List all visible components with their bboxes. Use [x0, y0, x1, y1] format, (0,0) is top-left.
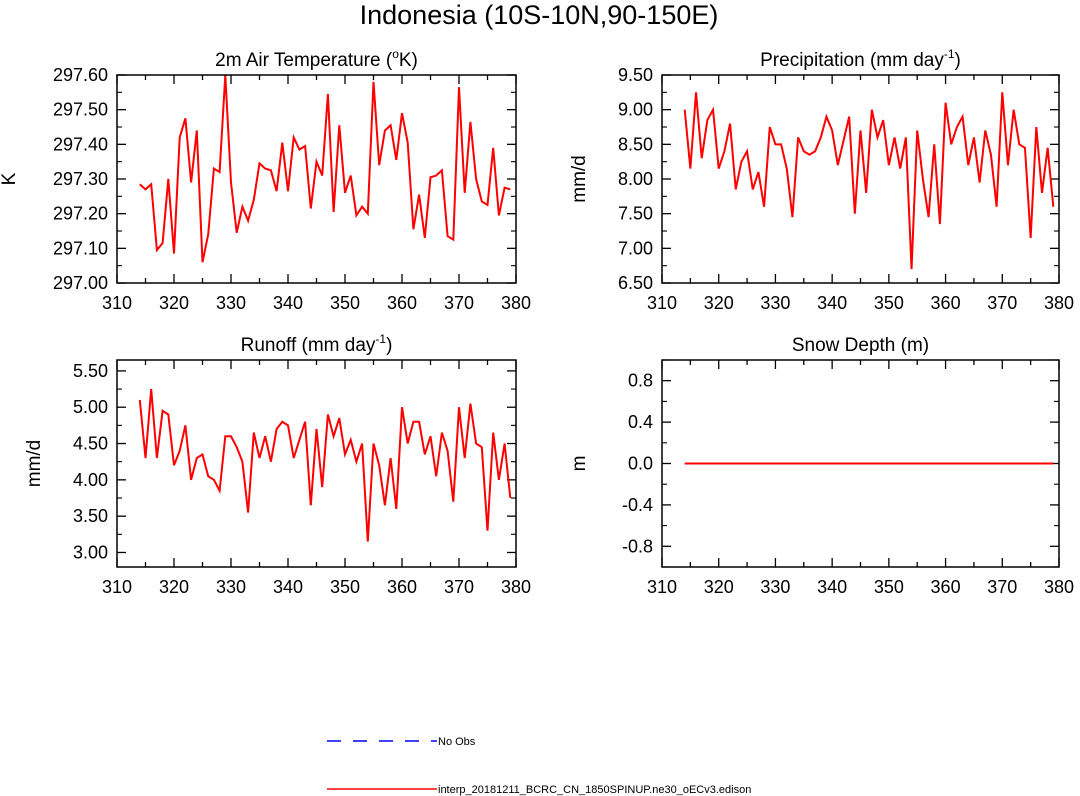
- snow-depth-xtick-label: 360: [931, 577, 961, 597]
- runoff-xtick-label: 380: [501, 577, 531, 597]
- air-temperature-ytick-label: 297.10: [53, 238, 108, 258]
- runoff-xtick-label: 310: [102, 577, 132, 597]
- precipitation-ytick-label: 8.50: [618, 134, 653, 154]
- snow-depth-ytick-label: -0.4: [622, 495, 653, 515]
- precipitation-ytick-label: 7.50: [618, 204, 653, 224]
- air-temperature-ytick-label: 297.50: [53, 100, 108, 120]
- air-temperature-ytick-label: 297.30: [53, 169, 108, 189]
- snow-depth-title: Snow Depth (m): [792, 335, 929, 356]
- panel-runoff: Runoff (mm day-1) mm/d 310 320 330 340 350 360 3…: [24, 332, 531, 597]
- precipitation-xtick-label: 310: [647, 293, 677, 313]
- legend-label-model-run: interp_20181211_BCRC_CN_1850SPINUP.ne30_…: [438, 784, 751, 796]
- runoff-ytick-label: 3.50: [73, 506, 108, 526]
- snow-depth-xtick-label: 320: [704, 577, 734, 597]
- snow-depth-xtick-label: 340: [817, 577, 847, 597]
- air-temperature-series-line: [139, 74, 511, 263]
- air-temperature-xtick-label: 380: [501, 293, 531, 313]
- legend-label-no-obs: No Obs: [438, 736, 476, 748]
- precipitation-ylabel: mm/d: [569, 155, 590, 203]
- precipitation-ytick-label: 9.50: [618, 65, 653, 85]
- snow-depth-ylabel: m: [569, 456, 590, 472]
- runoff-title: Runoff (mm day-1): [241, 332, 393, 356]
- runoff-xtick-label: 360: [387, 577, 417, 597]
- precipitation-xtick-label: 340: [817, 293, 847, 313]
- precipitation-title: Precipitation (mm day-1): [760, 47, 961, 71]
- snow-depth-xtick-label: 370: [987, 577, 1017, 597]
- snow-depth-ytick-label: 0.4: [628, 412, 653, 432]
- snow-depth-xtick-label: 380: [1044, 577, 1074, 597]
- snow-depth-xtick-label: 350: [874, 577, 904, 597]
- runoff-ytick-label: 3.00: [73, 542, 108, 562]
- snow-depth-xtick-label: 330: [760, 577, 790, 597]
- runoff-ylabel: mm/d: [24, 440, 45, 488]
- runoff-plot-frame: [116, 359, 517, 568]
- air-temperature-ytick-label: 297.20: [53, 204, 108, 224]
- panel-air-temperature: 2m Air Temperature (oK) K 310 320 330 340 350 3…: [0, 47, 531, 313]
- legend: No Obs interp_20181211_BCRC_CN_1850SPINU…: [327, 736, 751, 796]
- runoff-ytick-label: 5.00: [73, 397, 108, 417]
- panel-snow-depth: Snow Depth (m) m 310 320 330 340 350 360 370 380 -…: [569, 335, 1074, 597]
- air-temperature-xtick-label: 360: [387, 293, 417, 313]
- snow-depth-ytick-label: 0.8: [628, 371, 653, 391]
- runoff-xtick-label: 330: [216, 577, 246, 597]
- precipitation-xtick-label: 380: [1044, 293, 1074, 313]
- air-temperature-xtick-label: 310: [102, 293, 132, 313]
- precipitation-series-line: [683, 92, 1055, 270]
- air-temperature-ytick-label: 297.40: [53, 134, 108, 154]
- air-temperature-xtick-label: 340: [273, 293, 303, 313]
- air-temperature-ytick-label: 297.60: [53, 65, 108, 85]
- runoff-xtick-label: 320: [159, 577, 189, 597]
- precipitation-plot-frame: [661, 74, 1060, 284]
- precipitation-xtick-label: 350: [874, 293, 904, 313]
- snow-depth-ytick-label: -0.8: [622, 536, 653, 556]
- snow-depth-ytick-label: 0.0: [628, 454, 653, 474]
- air-temperature-plot-frame: [116, 74, 517, 284]
- runoff-xtick-label: 350: [330, 577, 360, 597]
- precipitation-ytick-label: 6.50: [618, 273, 653, 293]
- snow-depth-plot-frame: [661, 359, 1060, 568]
- runoff-xtick-label: 370: [444, 577, 474, 597]
- runoff-xtick-label: 340: [273, 577, 303, 597]
- precipitation-ytick-label: 9.00: [618, 100, 653, 120]
- precipitation-ytick-label: 7.00: [618, 238, 653, 258]
- precipitation-ytick-label: 8.00: [618, 169, 653, 189]
- precipitation-xtick-label: 360: [931, 293, 961, 313]
- air-temperature-xtick-label: 370: [444, 293, 474, 313]
- snow-depth-xtick-label: 310: [647, 577, 677, 597]
- air-temperature-title: 2m Air Temperature (oK): [215, 47, 418, 71]
- runoff-ytick-label: 5.50: [73, 361, 108, 381]
- air-temperature-xtick-label: 350: [330, 293, 360, 313]
- precipitation-xtick-label: 320: [704, 293, 734, 313]
- air-temperature-xtick-label: 320: [159, 293, 189, 313]
- air-temperature-xtick-label: 330: [216, 293, 246, 313]
- air-temperature-ylabel: K: [0, 172, 20, 185]
- figure-title: Indonesia (10S-10N,90-150E): [360, 0, 719, 30]
- precipitation-xtick-label: 330: [760, 293, 790, 313]
- air-temperature-ytick-label: 297.00: [53, 273, 108, 293]
- runoff-series-line: [138, 388, 512, 542]
- precipitation-xtick-label: 370: [987, 293, 1017, 313]
- panel-precipitation: Precipitation (mm day-1) mm/d 310 320 330 340…: [569, 47, 1074, 313]
- runoff-ytick-label: 4.00: [73, 470, 108, 490]
- runoff-ytick-label: 4.50: [73, 434, 108, 454]
